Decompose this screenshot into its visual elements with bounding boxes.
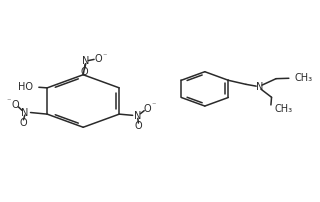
Text: O: O — [94, 54, 102, 64]
Text: ⁻: ⁻ — [103, 51, 107, 60]
Text: HO: HO — [19, 82, 33, 92]
Text: N: N — [134, 111, 141, 121]
Text: N: N — [256, 82, 263, 92]
Text: CH₃: CH₃ — [295, 73, 313, 83]
Text: O: O — [144, 104, 151, 114]
Text: O: O — [12, 100, 19, 110]
Text: O: O — [135, 121, 142, 131]
Text: O: O — [20, 118, 27, 128]
Text: N: N — [82, 56, 90, 66]
Text: N: N — [21, 107, 28, 118]
Text: CH₃: CH₃ — [274, 104, 292, 114]
Text: ⁻: ⁻ — [152, 101, 156, 109]
Text: O: O — [81, 66, 88, 77]
Text: ⁻: ⁻ — [7, 97, 11, 106]
